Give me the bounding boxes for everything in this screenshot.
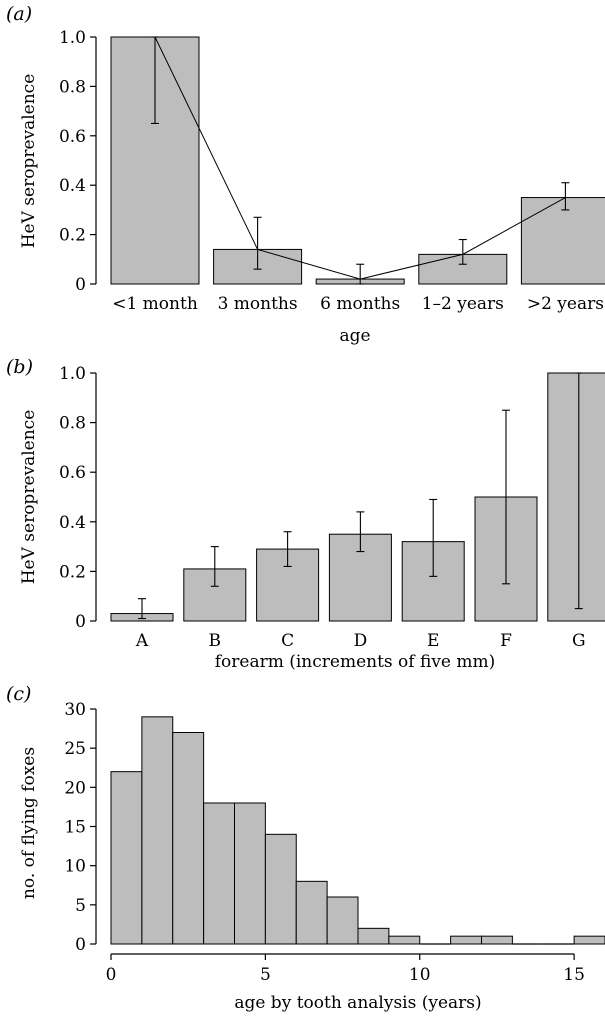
panel-a-bar — [418, 253, 508, 285]
panel-c-bin-bar — [357, 927, 390, 945]
panel-c-bin-bar — [388, 935, 421, 945]
panel-c-x-tick-label: 15 — [563, 965, 585, 985]
panel-b-ylabel: HeV seroprevalence — [19, 410, 39, 585]
panel-c-bars — [110, 716, 605, 945]
panel-c-bin-bar — [141, 716, 174, 945]
panel-c-y-tick-label: 5 — [75, 896, 86, 916]
panel-b-y-tick-label: 0 — [75, 612, 86, 632]
panel-a-y-axis: 0 0.2 0.4 0.6 0.8 1.0 — [59, 28, 97, 295]
panel-a-trend-polyline — [154, 36, 566, 280]
panel-a-y-tick-label: 0.8 — [59, 77, 86, 97]
panel-a-x-tick-label: 3 months — [218, 294, 298, 314]
panel-b-y-tick-label: 0.2 — [59, 562, 86, 582]
panel-b-error-bars — [138, 372, 583, 620]
panel-c-y-tick-label: 30 — [64, 700, 86, 720]
panel-a-x-tick-label: 1–2 years — [422, 294, 504, 314]
panel-a-trend-line — [154, 36, 566, 280]
panel-c-y-axis: 0 5 10 15 20 25 30 — [64, 700, 97, 955]
panel-c-y-tick-label: 10 — [64, 857, 86, 877]
panel-c-label: (c) — [6, 683, 31, 705]
panel-a-y-tick-label: 1.0 — [59, 28, 86, 48]
panel-b-x-axis: A B C D E F G — [135, 631, 586, 651]
panel-a-x-axis: <1 month 3 months 6 months 1–2 years >2 year… — [112, 294, 604, 314]
panel-b-bars — [110, 372, 605, 622]
panel-c-bin-bar — [264, 833, 297, 945]
panel-a-y-tick-label: 0.2 — [59, 226, 86, 246]
panel-c-bin-bar — [481, 935, 513, 945]
panel-b: (b) HeV seroprevalence forearm (incremen… — [6, 356, 605, 672]
panel-a-bars — [110, 36, 605, 285]
panel-a-xlabel: age — [339, 326, 370, 346]
panel-c-xlabel: age by tooth analysis (years) — [234, 993, 481, 1013]
panel-c-y-tick-label: 15 — [64, 818, 86, 838]
panel-c: (c) no. of flying foxes age by tooth ana… — [6, 683, 605, 1013]
panel-c-bin-bar — [573, 935, 605, 945]
panel-c-y-tick-label: 25 — [64, 739, 86, 759]
panel-a-x-tick-label: >2 years — [527, 294, 604, 314]
panel-a-bar — [520, 197, 605, 285]
panel-a-label: (a) — [6, 3, 32, 25]
panel-b-y-tick-label: 0.6 — [59, 463, 86, 483]
panel-a-x-tick-label: 6 months — [320, 294, 400, 314]
panel-a-y-tick-label: 0.4 — [59, 176, 86, 196]
panel-b-x-tick-label: F — [500, 631, 512, 651]
panel-c-x-tick-label: 10 — [409, 965, 431, 985]
panel-b-x-tick-label: G — [572, 631, 586, 651]
panel-b-x-tick-label: C — [281, 631, 294, 651]
panel-c-bin-bar — [295, 880, 328, 945]
panel-c-bin-bar — [110, 771, 143, 945]
panel-b-xlabel: forearm (increments of five mm) — [215, 652, 496, 672]
panel-b-y-tick-label: 0.4 — [59, 513, 86, 533]
panel-a-error-bars — [151, 36, 570, 285]
panel-c-y-tick-label: 0 — [75, 935, 86, 955]
panel-a: (a) HeV seroprevalence age 0 0.2 0.4 0.6 0.8… — [6, 3, 605, 346]
panel-b-y-axis: 0 0.2 0.4 0.6 0.8 1.0 — [59, 364, 97, 632]
panel-c-bin-bar — [234, 802, 266, 945]
panel-b-label: (b) — [6, 356, 33, 378]
panel-c-x-tick-label: 5 — [260, 965, 271, 985]
panel-a-y-tick-label: 0.6 — [59, 127, 86, 147]
panel-c-bin-bar — [203, 802, 235, 945]
panel-c-bin-bar — [450, 935, 482, 945]
panel-c-x-tick-label: 0 — [106, 965, 117, 985]
panel-b-y-tick-label: 0.8 — [59, 414, 86, 434]
panel-c-ylabel: no. of flying foxes — [19, 747, 39, 899]
panel-b-x-tick-label: D — [354, 631, 368, 651]
panel-b-x-tick-label: E — [427, 631, 439, 651]
panel-b-x-tick-label: B — [209, 631, 222, 651]
panel-b-x-tick-label: A — [135, 631, 149, 651]
panel-a-ylabel: HeV seroprevalence — [19, 74, 39, 249]
panel-c-x-axis: 0 5 10 15 — [106, 953, 585, 985]
panel-b-y-tick-label: 1.0 — [59, 364, 86, 384]
panel-b-bar — [547, 372, 605, 622]
panel-a-y-tick-label: 0 — [75, 275, 86, 295]
panel-a-x-tick-label: <1 month — [112, 294, 198, 314]
panel-c-y-tick-label: 20 — [64, 778, 86, 798]
panel-c-bin-bar — [326, 896, 359, 945]
panel-c-bin-bar — [172, 732, 205, 945]
